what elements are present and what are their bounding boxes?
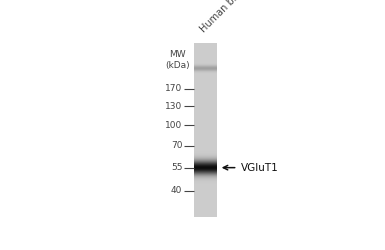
Text: 70: 70 [171,141,182,150]
Text: VGluT1: VGluT1 [241,163,278,173]
Text: 100: 100 [165,121,182,130]
Text: 40: 40 [171,186,182,195]
Text: 130: 130 [165,102,182,110]
Text: 170: 170 [165,84,182,93]
Text: Human brain: Human brain [198,0,251,35]
Text: MW
(kDa): MW (kDa) [166,50,190,70]
Text: 55: 55 [171,163,182,172]
